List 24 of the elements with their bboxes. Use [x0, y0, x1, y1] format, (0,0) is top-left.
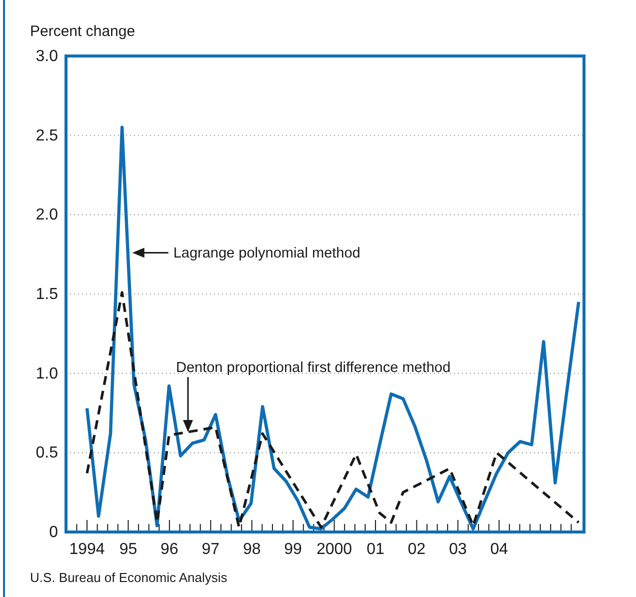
text: U.S. Bureau of Economic Analysis	[30, 570, 228, 585]
y-tick-label: 0	[49, 524, 58, 541]
x-tick-label: 97	[202, 541, 220, 558]
x-tick-label: 02	[408, 541, 426, 558]
y-tick-label: 1.0	[36, 365, 58, 382]
x-tick-label: 01	[366, 541, 384, 558]
y-tick-label: 1.5	[36, 286, 58, 303]
x-tick-label: 04	[490, 541, 508, 558]
x-tick-label: 03	[449, 541, 467, 558]
y-axis-title: Percent change	[30, 23, 136, 40]
y-tick-label: 0.5	[36, 444, 58, 462]
x-tick-label: 95	[119, 541, 138, 558]
line-series	[85, 126, 580, 530]
y-tick-label: 3.0	[36, 48, 58, 65]
annotation: Lagrange polynomial method	[173, 246, 360, 262]
x-tick-label: 1994	[69, 541, 105, 558]
x-tick-label: 2000	[316, 541, 352, 558]
x-tick-label: 98	[242, 541, 261, 558]
line-series	[86, 291, 580, 529]
x-tick-label: 99	[284, 541, 302, 558]
annotation: Denton proportional first difference method	[176, 360, 451, 376]
y-tick-label: 2.5	[36, 127, 58, 144]
x-tick-label: 96	[160, 541, 178, 558]
y-tick-label: 2.0	[36, 206, 58, 224]
